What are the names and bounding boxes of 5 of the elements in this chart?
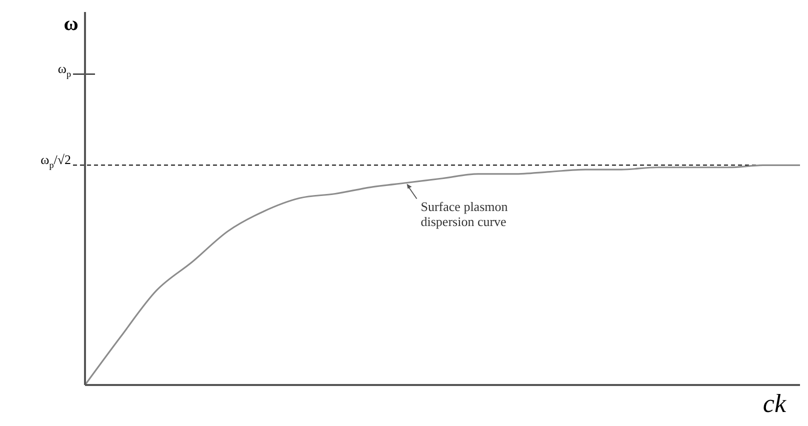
ref-line-label: ω$_{p}$: [58, 61, 72, 80]
ref-line-label: ω$_{p}$/√2: [40, 152, 71, 170]
x-axis-title: ck: [762, 389, 786, 418]
text: ω: [64, 13, 78, 35]
annotation: Surface plasmon dispersion curve: [420, 198, 508, 229]
